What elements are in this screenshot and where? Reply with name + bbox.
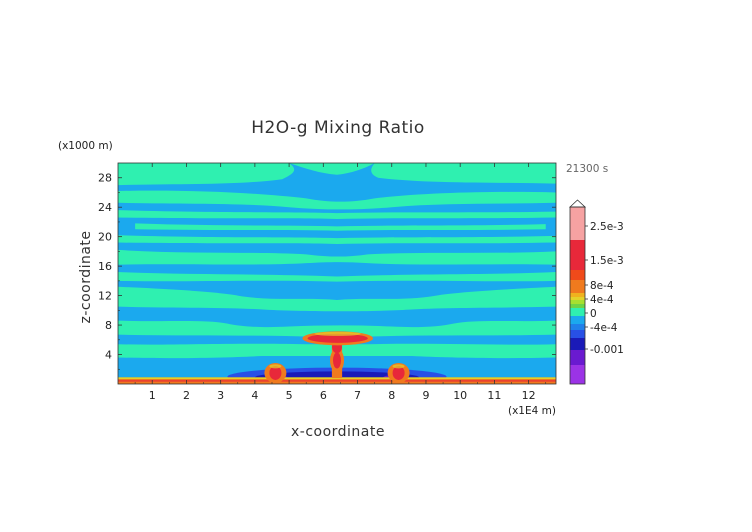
- cyan-band-3: [289, 163, 375, 175]
- x-tick-label-11: 11: [487, 389, 501, 402]
- colorbar-frame: [569, 206, 586, 385]
- cyan-band-8: [118, 249, 556, 265]
- y-tick-label-4: 4: [105, 349, 112, 362]
- colorbar-label-1: 2.5e-3: [590, 221, 624, 233]
- x-axis-ticks: 1 2 3 4 5 6 7 8 9 10 11 12: [134, 163, 547, 402]
- side-plume-right-top: [392, 364, 405, 369]
- cyan-band-10: [118, 286, 556, 312]
- surface-layer-red: [118, 380, 556, 382]
- field-heatmap: [118, 163, 556, 384]
- x-tick-label-8: 8: [388, 389, 395, 402]
- y-axis-ticks: 4 8 12 16 20 24 28: [98, 172, 556, 370]
- x-tick-label-12: 12: [522, 389, 536, 402]
- x-tick-label-7: 7: [354, 389, 361, 402]
- anvil-top-edge: [314, 331, 361, 336]
- colorbar-label-6: -4e-4: [590, 322, 618, 334]
- x-tick-label-2: 2: [183, 389, 190, 402]
- colorbar-segment-10: [570, 316, 585, 324]
- chart-title: H2O-g Mixing Ratio: [251, 118, 425, 138]
- colorbar-arrow: [568, 199, 587, 208]
- cyan-band-6: [135, 223, 546, 231]
- x-unit-label: (x1E4 m): [508, 405, 556, 417]
- convective-features: [118, 331, 556, 384]
- cyan-band-2: [371, 163, 556, 184]
- time-label: 21300 s: [566, 163, 608, 175]
- colorbar-segment-9: [570, 308, 585, 316]
- y-unit-label: (x1000 m): [58, 140, 113, 152]
- cyan-band-9: [118, 272, 556, 282]
- colorbar-segment-1: [570, 207, 585, 240]
- colorbar-segment-4: [570, 280, 585, 293]
- x-tick-label-5: 5: [286, 389, 293, 402]
- cyan-bands: [118, 163, 556, 359]
- colorbar-segment-15: [570, 365, 585, 384]
- x-tick-label-1: 1: [149, 389, 156, 402]
- colorbar-segment-2: [570, 240, 585, 270]
- colorbar-segment-8: [570, 304, 585, 308]
- colorbar-segment-14: [570, 350, 585, 365]
- cyan-band-4: [118, 190, 556, 210]
- x-tick-label-9: 9: [422, 389, 429, 402]
- x-axis-label: x-coordinate: [291, 424, 385, 440]
- colorbar-segment-12: [570, 330, 585, 338]
- y-axis-label: z-coordinate: [78, 230, 94, 323]
- x-tick-label-6: 6: [320, 389, 327, 402]
- y-tick-label-28: 28: [98, 172, 112, 185]
- y-tick-label-24: 24: [98, 201, 112, 214]
- x-tick-label-10: 10: [453, 389, 467, 402]
- surface-layer-yellow: [118, 377, 556, 379]
- y-tick-label-16: 16: [98, 260, 112, 273]
- cyan-band-1: [118, 163, 295, 186]
- cyan-band-7: [118, 235, 556, 245]
- central-column-core: [333, 352, 341, 369]
- side-plume-left-top: [269, 364, 282, 369]
- colorbar: 2.5e-3 1.5e-3 8e-4 4e-4 0 -4e-4 -0.001: [568, 199, 624, 385]
- colorbar-label-4: 4e-4: [590, 294, 614, 306]
- colorbar-label-5: 0: [590, 308, 597, 320]
- colorbar-segment-7: [570, 300, 585, 304]
- x-tick-label-4: 4: [251, 389, 258, 402]
- y-tick-label-20: 20: [98, 231, 112, 244]
- colorbar-label-2: 1.5e-3: [590, 255, 624, 267]
- colorbar-segment-11: [570, 324, 585, 330]
- anvil-core: [307, 333, 368, 343]
- colorbar-segment-6: [570, 297, 585, 300]
- side-plume-right-core: [392, 365, 405, 380]
- plot-frame: [117, 162, 557, 385]
- cyan-band-5: [118, 210, 556, 219]
- side-plume-left-core: [269, 365, 282, 380]
- colorbar-label-7: -0.001: [590, 344, 624, 356]
- y-tick-label-8: 8: [105, 319, 112, 332]
- colorbar-segment-5: [570, 293, 585, 297]
- colorbar-segment-3: [570, 270, 585, 280]
- cyan-band-11: [118, 320, 556, 337]
- colorbar-label-3: 8e-4: [590, 280, 614, 292]
- y-tick-label-12: 12: [98, 290, 112, 303]
- colorbar-segment-13: [570, 338, 585, 350]
- x-tick-label-3: 3: [217, 389, 224, 402]
